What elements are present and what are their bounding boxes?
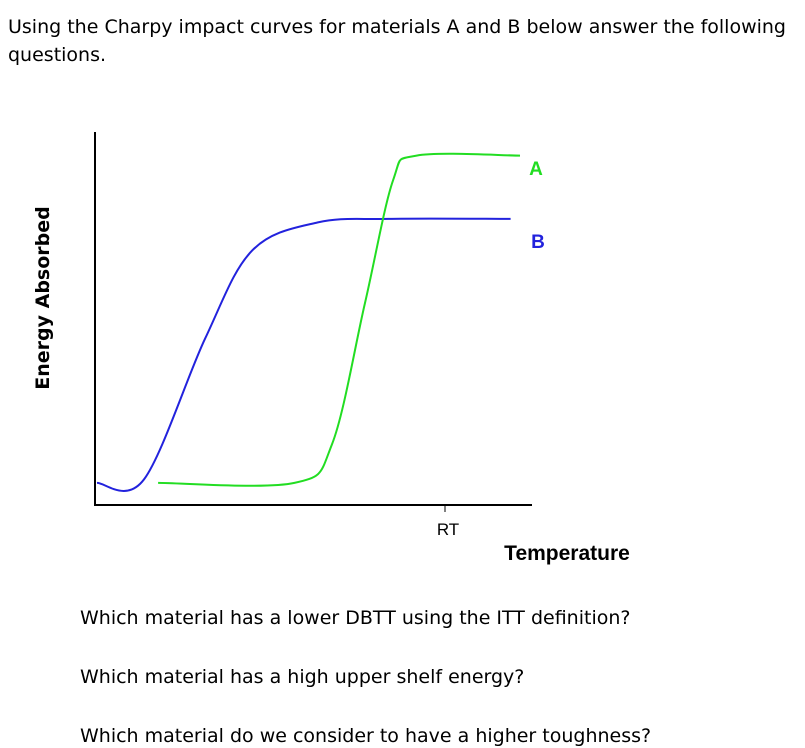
series-label-b: B <box>531 232 545 253</box>
question-2: Which material has a high upper shelf en… <box>80 666 525 688</box>
series-line-a <box>158 152 521 487</box>
series-line-b <box>96 217 511 492</box>
series-label-a: A <box>529 159 543 180</box>
y-axis-label: Energy Absorbed <box>32 206 54 390</box>
x-tick-label: RT <box>437 520 459 539</box>
question-3: Which material do we consider to have a … <box>80 725 652 747</box>
question-1: Which material has a lower DBTT using th… <box>80 607 631 629</box>
intro-text: Using the Charpy impact curves for mater… <box>8 16 786 66</box>
x-axis-label: Temperature <box>504 542 630 565</box>
